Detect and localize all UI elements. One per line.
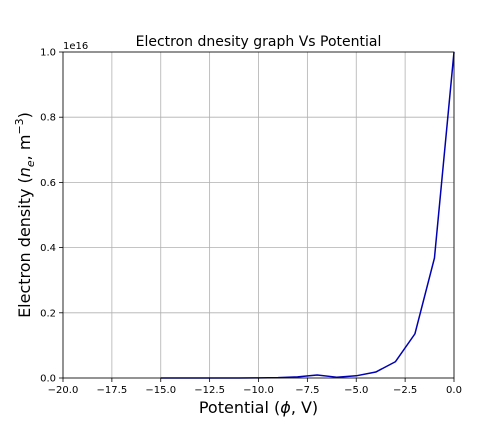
y-tick-label: 0.4 <box>40 243 56 254</box>
ticks: −20.0 −17.5 −15.0 −12.5 −10.0 −7.5 −5.0 −2.5 0.0… <box>40 48 462 397</box>
grid <box>62 51 455 379</box>
y-axis-label-prefix: Electron density ( <box>15 177 34 318</box>
y-tick-label: 1.0 <box>40 48 56 59</box>
y-axis-label-subscript: e <box>24 160 37 167</box>
x-tick-label: −15.0 <box>145 385 176 396</box>
x-tick-label: −7.5 <box>295 385 319 396</box>
y-axis-label-symbol: n <box>15 167 34 177</box>
chart-title: Electron dnesity graph Vs Potential <box>136 34 382 50</box>
x-tick-label: −2.5 <box>393 385 417 396</box>
x-tick-label: −12.5 <box>194 385 225 396</box>
y-axis-offset-label: 1e16 <box>63 41 88 52</box>
y-axis-label-superscript: −3 <box>13 118 26 134</box>
y-axis-label-mid: , m <box>15 135 34 161</box>
x-axis-label-symbol: ϕ <box>280 398 291 417</box>
x-tick-label: 0.0 <box>446 385 462 396</box>
x-axis-label: Potential (ϕ, V) <box>199 398 318 417</box>
x-tick-label: −5.0 <box>344 385 368 396</box>
y-tick-label: 0.0 <box>40 374 56 385</box>
x-axis-label-prefix: Potential ( <box>199 398 280 417</box>
y-axis-label: Electron density (ne, m−3) <box>13 112 37 318</box>
x-tick-label: −17.5 <box>97 385 128 396</box>
x-tick-label: −20.0 <box>48 385 79 396</box>
x-axis-label-suffix: , V) <box>291 398 318 417</box>
y-tick-label: 0.6 <box>40 178 56 189</box>
y-axis-label-suffix: ) <box>15 112 34 118</box>
y-tick-label: 0.8 <box>40 113 56 124</box>
y-tick-label: 0.2 <box>40 308 56 319</box>
x-tick-label: −10.0 <box>243 385 274 396</box>
